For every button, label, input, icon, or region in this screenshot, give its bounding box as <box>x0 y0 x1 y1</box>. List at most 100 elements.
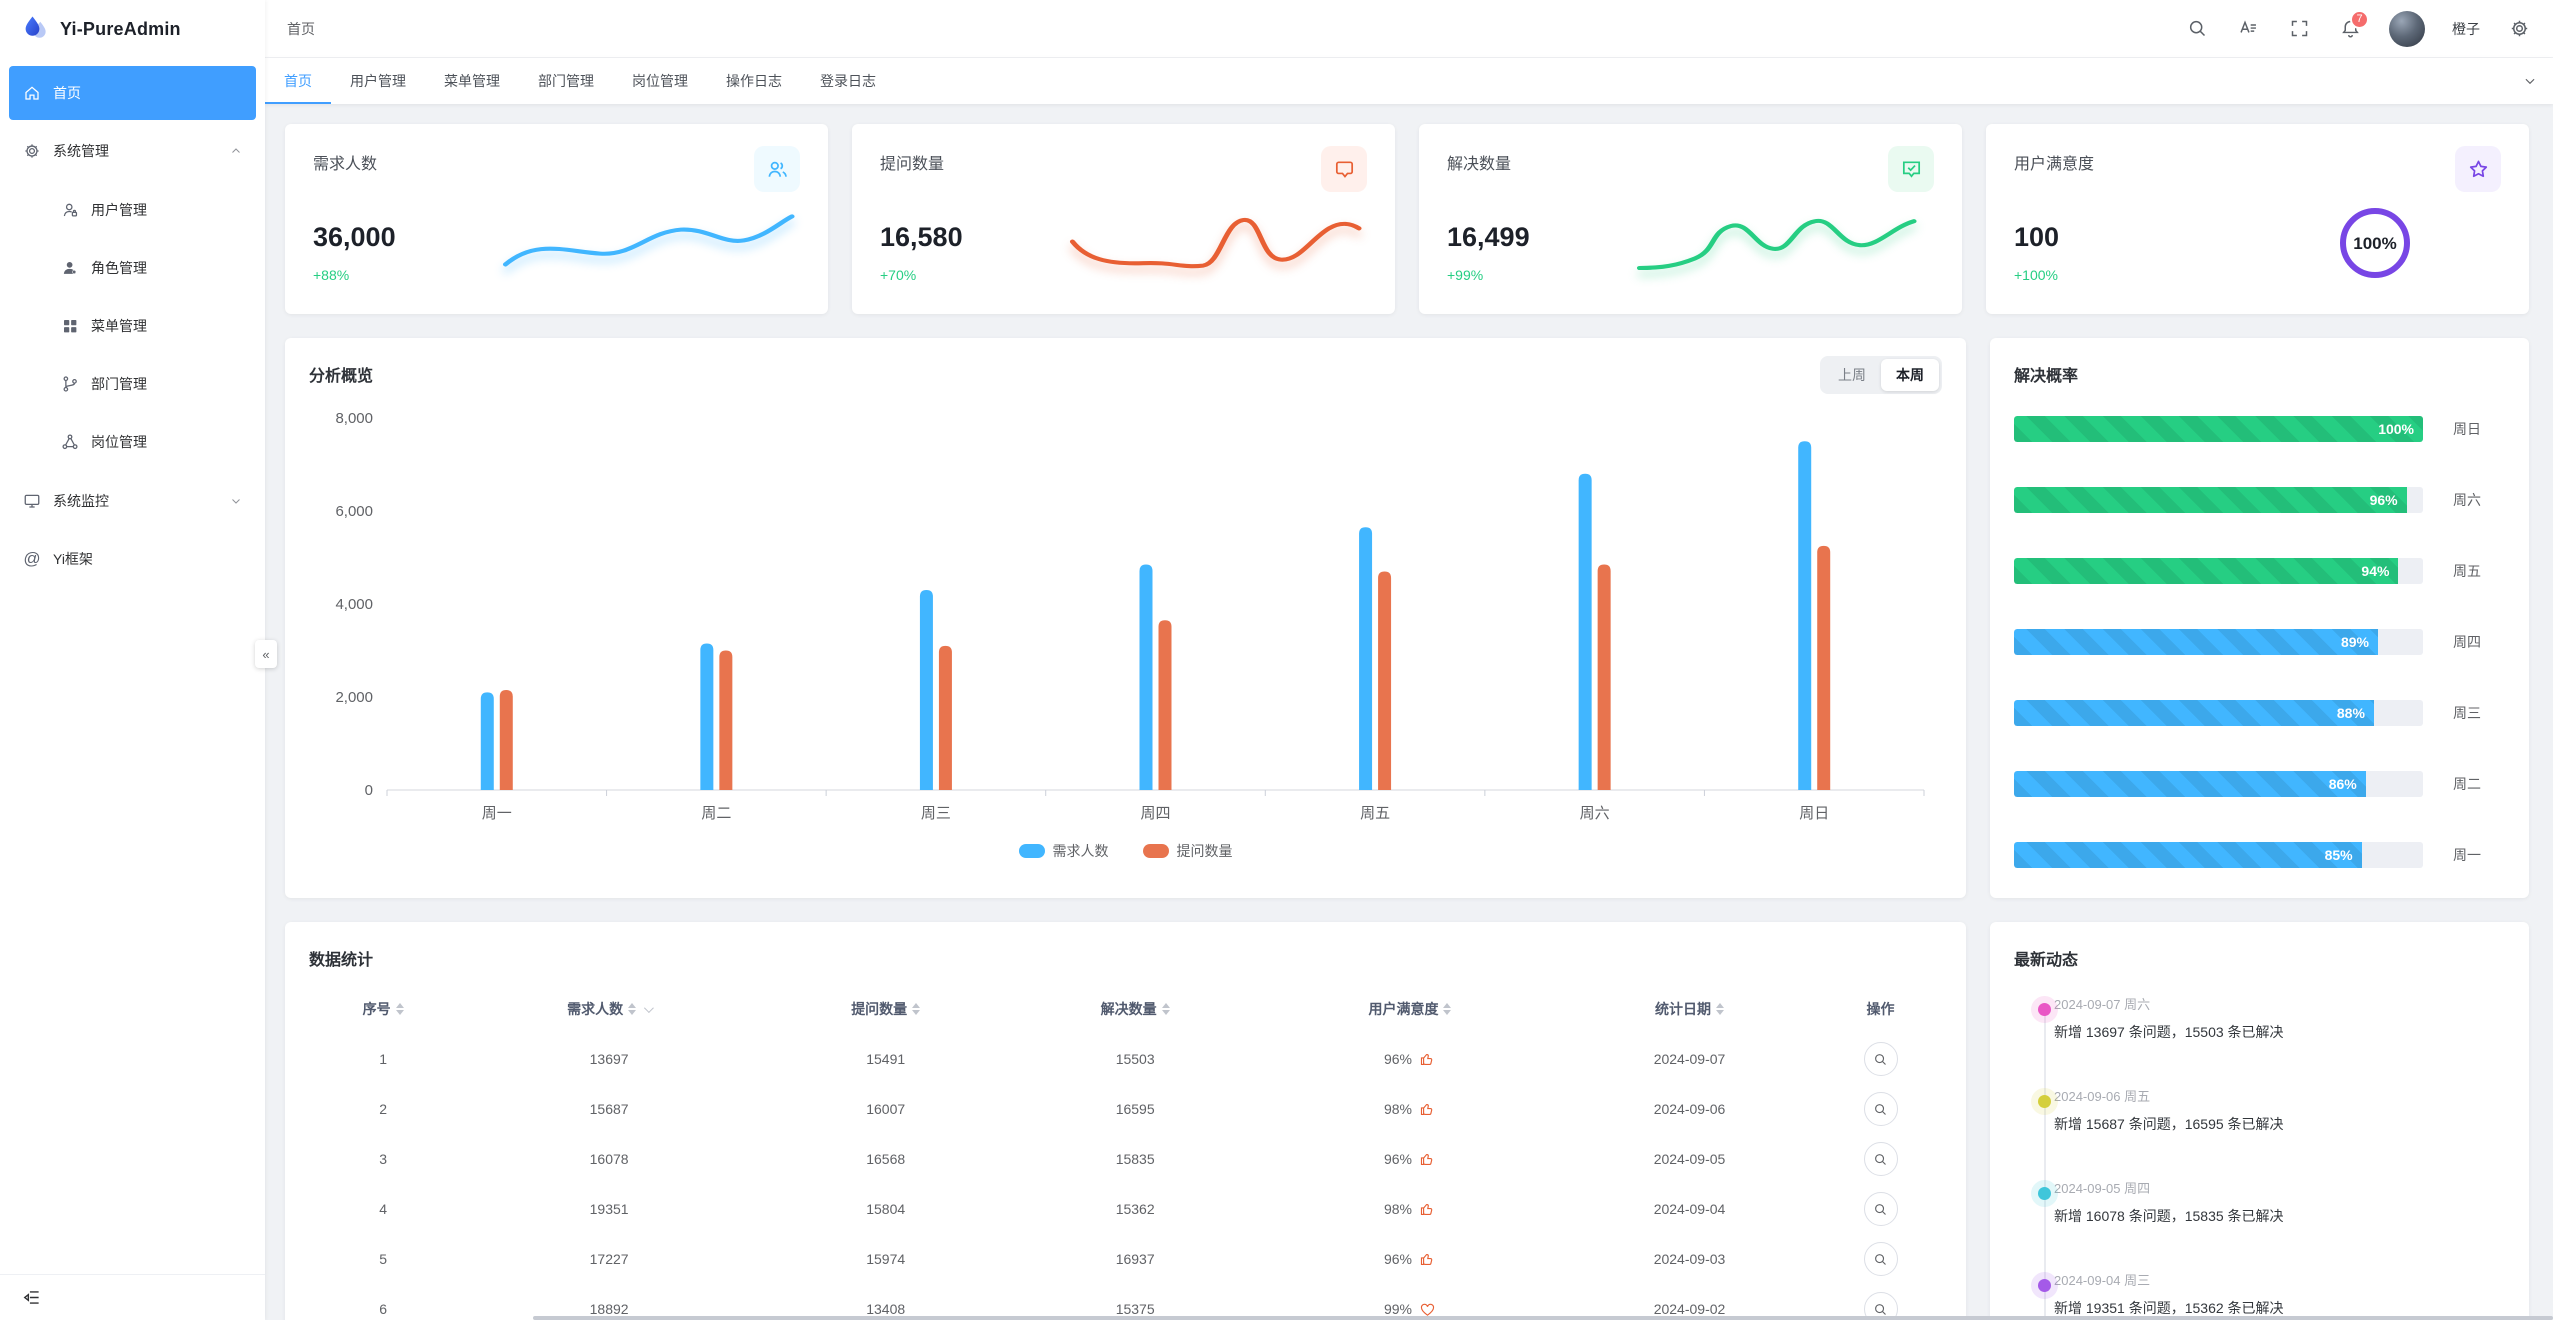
sort-carets-icon[interactable] <box>395 999 404 1019</box>
sparkline-green <box>1636 218 1917 271</box>
users-icon <box>754 146 800 192</box>
dashboard-content: 需求人数 36,000 +88% 提问数量 16,580 +70% <box>265 104 2553 1320</box>
analysis-title: 分析概览 <box>309 368 374 385</box>
column-header-5: 统计日期 <box>1560 984 1819 1034</box>
fullscreen-icon[interactable] <box>2287 17 2311 41</box>
role-icon <box>61 259 79 277</box>
sidebar-subitem-4[interactable]: 岗位管理 <box>9 414 256 470</box>
sidebar-subitem-3[interactable]: 部门管理 <box>9 356 256 412</box>
toggle-0[interactable]: 上周 <box>1838 367 1866 383</box>
timeline-date: 2024-09-07 周六 <box>2054 997 2151 1012</box>
sidebar-item-2[interactable]: 系统监控 <box>9 474 256 528</box>
tab-5[interactable]: 操作日志 <box>726 73 782 89</box>
progress-fill: 100% <box>2014 416 2423 442</box>
sidebar-collapse-handle[interactable]: « <box>255 640 277 668</box>
sidebar-item-label: 系统监控 <box>53 493 109 509</box>
table-cell: 4 <box>379 1201 388 1217</box>
sort-carets-icon[interactable] <box>1443 999 1452 1019</box>
sidebar-subitem-label: 岗位管理 <box>91 434 147 450</box>
sort-carets-icon[interactable] <box>628 999 637 1019</box>
view-detail-button[interactable] <box>1863 1042 1898 1076</box>
progress-fill: 88% <box>2014 700 2374 726</box>
magnifier-icon <box>1873 1302 1888 1317</box>
sidebar-subitem-0[interactable]: 用户管理 <box>9 182 256 238</box>
table-row-4: 5 17227 15974 16937 96% 2024-09-03 <box>309 1234 1942 1284</box>
tab-0[interactable]: 首页 <box>265 58 331 104</box>
sidebar-subitem-2[interactable]: 菜单管理 <box>9 298 256 354</box>
operation-cell <box>1819 1134 1942 1184</box>
legend-swatch <box>1142 844 1169 858</box>
horizontal-scrollbar[interactable] <box>533 1316 2553 1320</box>
svg-text:周六: 周六 <box>1580 805 1610 822</box>
satisfaction-ring: 100% <box>2336 204 2414 282</box>
tab-3[interactable]: 部门管理 <box>538 73 594 89</box>
table-cell: 16078 <box>589 1151 629 1167</box>
legend-swatch <box>1018 844 1045 858</box>
tab-1[interactable]: 用户管理 <box>350 73 406 89</box>
avatar[interactable] <box>2389 10 2425 47</box>
translate-icon[interactable] <box>2236 17 2260 41</box>
tab-4[interactable]: 岗位管理 <box>632 73 688 89</box>
table-cell: 15804 <box>866 1201 906 1217</box>
stat-title: 用户满意度 <box>2014 156 2095 173</box>
view-detail-button[interactable] <box>1863 1292 1898 1320</box>
user-icon <box>61 201 79 219</box>
search-icon[interactable] <box>2185 17 2209 41</box>
username[interactable]: 橙子 <box>2452 20 2480 37</box>
progress-track: 86% <box>2014 771 2423 797</box>
fold-menu-icon[interactable] <box>22 1288 41 1307</box>
stat-cards-row: 需求人数 36,000 +88% 提问数量 16,580 +70% <box>285 124 2533 314</box>
table-title: 数据统计 <box>309 952 374 969</box>
stat-title: 提问数量 <box>880 156 945 173</box>
table-row-0: 1 13697 15491 15503 96% 2024-09-07 <box>309 1034 1942 1084</box>
table-cell: 2024-09-07 <box>1653 1051 1726 1067</box>
tab-6[interactable]: 登录日志 <box>820 73 876 89</box>
progress-day-label: 周五 <box>2453 563 2481 579</box>
table-cell: 15503 <box>1115 1051 1155 1067</box>
operation-cell <box>1819 1284 1942 1320</box>
stat-title: 解决数量 <box>1447 156 1512 173</box>
view-detail-button[interactable] <box>1863 1192 1898 1226</box>
post-icon <box>61 433 79 451</box>
column-label: 提问数量 <box>851 1001 908 1017</box>
chevron-up-icon <box>230 145 242 157</box>
sidebar-item-0[interactable]: 首页 <box>9 66 256 120</box>
toggle-1[interactable]: 本周 <box>1881 359 1939 391</box>
tabs-more-chevron-down-icon[interactable] <box>2507 58 2553 104</box>
sidebar-subitem-1[interactable]: 角色管理 <box>9 240 256 296</box>
legend-item-1[interactable]: 提问数量 <box>1142 841 1233 861</box>
table-cell: 15375 <box>1115 1301 1155 1317</box>
app-logo[interactable]: Yi-PureAdmin <box>0 0 265 58</box>
sidebar-item-1[interactable]: 系统管理 <box>9 124 256 178</box>
tab-2[interactable]: 菜单管理 <box>444 73 500 89</box>
sort-carets-icon[interactable] <box>1161 999 1170 1019</box>
top-navbar: 首页 7 橙子 <box>265 0 2553 58</box>
settings-gear-icon[interactable] <box>2507 17 2531 41</box>
view-detail-button[interactable] <box>1863 1142 1898 1176</box>
sidebar-item-3[interactable]: @ Yi框架 <box>9 532 256 586</box>
solve-rate-row-1: 96% 周六 <box>2014 487 2505 513</box>
solve-rate-title: 解决概率 <box>2014 368 2079 385</box>
at-icon: @ <box>23 549 41 568</box>
view-detail-button[interactable] <box>1863 1242 1898 1276</box>
sidebar-footer <box>0 1274 265 1320</box>
view-detail-button[interactable] <box>1863 1092 1898 1126</box>
column-header-4: 用户满意度 <box>1260 984 1560 1034</box>
sort-carets-icon[interactable] <box>1716 999 1725 1019</box>
progress-fill: 85% <box>2014 842 2362 868</box>
stat-card-question: 提问数量 16,580 +70% <box>852 124 1395 314</box>
filter-chevron-down-icon[interactable] <box>644 1002 654 1013</box>
sort-carets-icon[interactable] <box>912 999 921 1019</box>
progress-percent: 86% <box>2328 776 2357 792</box>
notification-bell-icon[interactable]: 7 <box>2338 9 2369 41</box>
legend-item-0[interactable]: 需求人数 <box>1018 841 1109 861</box>
operation-cell <box>1819 1084 1942 1134</box>
magnifier-icon <box>1873 1252 1888 1267</box>
timeline-text: 新增 15687 条问题，16595 条已解决 <box>2054 1116 2284 1132</box>
legend-label: 需求人数 <box>1052 843 1109 859</box>
sparkline-orange <box>1069 217 1362 269</box>
timeline-dot <box>2038 1279 2051 1292</box>
stat-delta: +100% <box>2014 267 2058 283</box>
satisfaction-value: 96% <box>1383 1151 1412 1167</box>
heart-icon <box>1419 1301 1436 1318</box>
